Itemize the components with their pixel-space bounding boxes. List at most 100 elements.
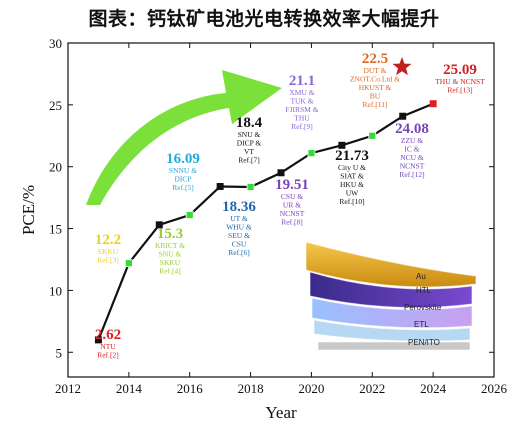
annotation-line: Ref.[2] [97,351,118,360]
annotation-line: Ref.[5] [172,183,193,192]
annotation-line: UW [346,189,359,198]
annotation-value: 21.1 [289,73,315,89]
x-tick-label: 2022 [359,381,385,396]
annotation-line: KRICT & [155,241,185,250]
annotation-line: Ref.[12] [399,170,424,179]
data-point [338,141,346,149]
annotation-line: TUK & [290,97,313,106]
annotation-line: ZNOT.Co.Ltd & [350,75,400,84]
annotation-line: NCNST [400,162,425,171]
y-tick-label: 10 [49,283,62,298]
annotation-line: IC & [404,145,419,154]
star-icon [392,57,412,76]
layer-label: Perovskite [404,303,442,312]
annotation-line: CSU [232,240,247,249]
annotation-line: SNNU & [169,166,197,175]
annotation-value: 16.09 [166,151,200,167]
annotation-line: City U & [338,163,366,172]
annotation-value: 21.73 [335,148,369,164]
annotation-line: WHU & [226,223,252,232]
layer-htl [309,271,473,309]
x-tick-label: 2012 [55,381,81,396]
annotation-value: 24.08 [395,121,429,137]
annotation-line: XMU & [289,88,314,97]
annotation-line: UT & [230,214,248,223]
y-tick-label: 30 [49,36,62,51]
annotation-value: 2.62 [95,327,121,343]
annotation-value: 25.09 [443,62,477,78]
annotation-line: HKUST & [359,83,392,92]
annotation-line: FJIRSM & [285,105,318,114]
annotation-line: Ref.[3] [97,256,118,265]
annotation-line: Ref.[13] [447,86,472,95]
annotation-value: 18.4 [236,115,263,131]
annotation-line: Ref.[9] [291,122,312,131]
annotation-line: SEU & [228,231,250,240]
x-tick-label: 2024 [420,381,447,396]
data-point [124,259,133,268]
annotation-value: 15.3 [157,226,183,242]
annotation-line: VT [244,147,254,156]
layer-perovskite [311,297,473,329]
series-line [97,102,434,341]
annotation-line: Ref.[10] [339,197,364,206]
layer-etl [313,319,471,342]
x-tick-label: 2026 [481,381,508,396]
annotation-line: NCU & [400,153,424,162]
plot-frame [67,42,495,378]
annotation-line: Ref.[7] [238,156,259,165]
x-tick-label: 2016 [177,381,204,396]
data-point [94,336,102,344]
annotation-line: Ref.[11] [363,100,388,109]
annotation-line: Ref.[6] [228,248,249,257]
annotation-value: 12.2 [95,232,121,248]
x-tick-label: 2014 [116,381,143,396]
layer-au [305,241,477,288]
annotation-line: NTU [100,342,116,351]
annotation-line: Ref.[8] [281,218,302,227]
data-point [246,183,255,191]
annotation-line: BU [370,92,381,101]
data-point [399,112,407,120]
x-axis-title: Year [265,403,297,422]
annotation-line: SNU & [159,250,182,259]
data-point [216,182,224,190]
layer-label: HTL [416,286,432,295]
trend-arrow-icon [86,70,282,205]
annotation-line: DICP & [237,139,262,148]
annotation-line: THU & NCNST [435,77,485,86]
y-tick-label: 20 [49,160,62,175]
annotation-line: SNU & [238,130,261,139]
annotation-line: SKKU [160,258,181,267]
annotation-line: Ref.[4] [159,267,180,276]
y-axis-title: PCE/% [19,185,38,235]
y-tick-label: 5 [56,345,63,360]
y-tick-label: 25 [49,98,62,113]
x-tick-label: 2018 [238,381,264,396]
annotation-line: CSU & [281,192,303,201]
annotation-line: DUT & [364,66,387,75]
annotation-line: UR & [283,201,301,210]
layer-label: PEN/ITO [408,338,440,347]
data-point [429,100,437,108]
annotation-line: ZZU & [401,136,423,145]
layer-label: ETL [414,320,429,329]
annotation-value: 18.36 [222,199,256,215]
data-point [277,169,285,177]
x-tick-label: 2020 [298,381,324,396]
layer-label: Au [416,272,426,281]
annotation-line: HKU & [340,180,364,189]
annotation-line: SIAT & [340,172,364,181]
